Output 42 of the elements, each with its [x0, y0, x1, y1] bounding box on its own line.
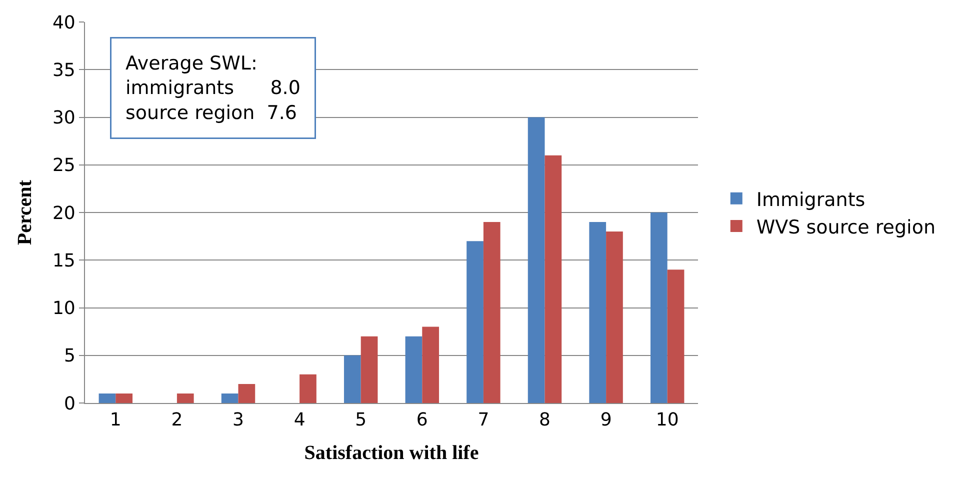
y-tick-label: 25: [52, 155, 76, 176]
y-tick-label: 30: [52, 108, 76, 129]
bar: [606, 232, 623, 403]
bar: [98, 393, 116, 403]
y-axis-title: Percent: [14, 180, 36, 246]
bar: [589, 222, 606, 403]
legend-label: Immigrants: [756, 188, 866, 211]
y-tick-label: 0: [64, 393, 76, 414]
bar: [466, 241, 484, 403]
x-tick-label: 6: [416, 410, 428, 431]
x-tick-label: 9: [600, 410, 612, 431]
y-tick-label: 20: [52, 202, 76, 224]
bar: [300, 374, 316, 403]
x-tick-label: 3: [232, 410, 244, 431]
legend-label: WVS source region: [756, 216, 936, 238]
x-tick-label: 4: [294, 410, 306, 431]
y-tick-label: 15: [52, 250, 76, 272]
y-tick-label: 40: [52, 12, 76, 34]
bar: [528, 117, 545, 403]
annotation: Average SWL: immigrants 8.0 source region 7.6: [126, 52, 300, 124]
bar: [238, 384, 256, 403]
bar: [360, 336, 378, 403]
bar: [116, 393, 133, 403]
x-tick-label: 1: [110, 410, 122, 431]
x-axis-title: Satisfaction with life: [304, 442, 479, 464]
x-tick-label: 7: [478, 410, 490, 431]
x-tick-label: 5: [355, 410, 367, 431]
y-tick-label: 35: [52, 60, 76, 81]
x-tick-label: 10: [656, 410, 679, 431]
y-tick-label: 10: [52, 298, 76, 320]
x-tick-label: 2: [171, 410, 183, 431]
bar: [221, 393, 238, 403]
bar: [176, 393, 194, 403]
y-tick-label: 5: [64, 346, 76, 367]
bar: [422, 326, 440, 403]
bar: [344, 355, 361, 403]
bar: [544, 155, 562, 403]
bar: [405, 336, 422, 403]
bar: [483, 222, 500, 403]
bar: [650, 212, 668, 403]
bar: [667, 270, 684, 403]
x-tick-label: 8: [539, 410, 550, 431]
